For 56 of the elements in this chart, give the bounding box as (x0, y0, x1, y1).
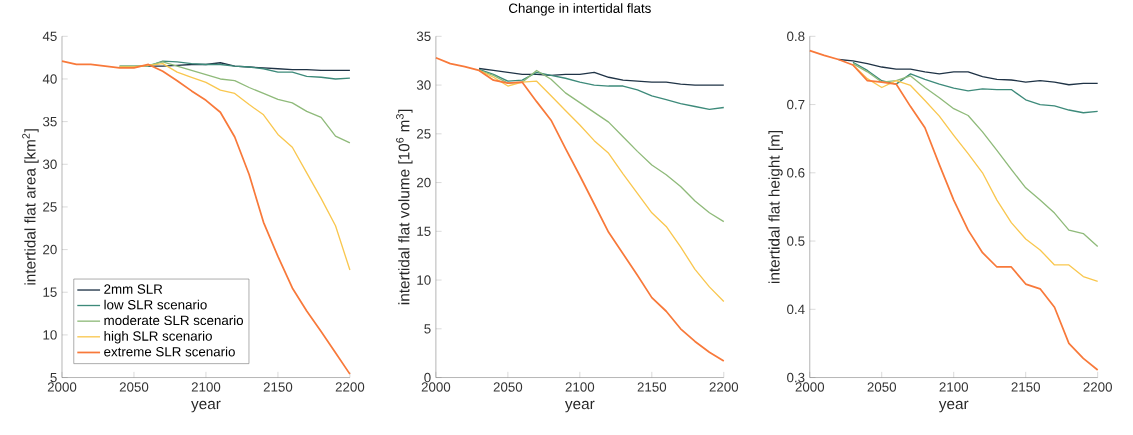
y-axis-title: intertidal flat volume [10$^{6}$ m$^{3}$] (396, 110, 413, 305)
x-tick-label: 2200 (335, 382, 365, 392)
x-tick-label: 2150 (1011, 382, 1041, 392)
y-axis-title: intertidal flat height [m] (768, 131, 783, 284)
x-tick-label: 2150 (637, 382, 667, 392)
x-tick-label: 2000 (421, 382, 451, 392)
x-tick-label: 2200 (709, 382, 739, 392)
x-axis-title: year (564, 401, 595, 413)
x-tick-label: 2000 (47, 382, 77, 392)
x-tick-label: 2000 (795, 382, 825, 392)
line-series (852, 63, 1099, 248)
x-tick-label: 2050 (119, 382, 149, 392)
y-axis-title: intertidal flat area [km$^{2}$] (22, 129, 39, 285)
x-tick-label: 2100 (939, 382, 969, 392)
x-axis-title: year (191, 401, 221, 413)
x-tick-label: 2200 (1083, 382, 1112, 392)
y-tick-label: 20 (417, 178, 431, 188)
legend-label: low SLR scenario (104, 299, 207, 310)
y-tick-label: 0.6 (787, 168, 805, 178)
x-tick-label: 2150 (263, 382, 293, 392)
y-tick-label: 0.5 (787, 236, 805, 246)
x-axis-title: year (938, 401, 969, 413)
line-series (435, 57, 725, 363)
y-tick-label: 10 (43, 330, 57, 340)
y-tick-label: 25 (43, 202, 57, 212)
y-tick-label: 45 (42, 31, 57, 42)
y-tick-label: 30 (416, 80, 431, 91)
y-tick-label: 0.3 (787, 373, 805, 383)
y-tick-label: 10 (417, 275, 431, 285)
legend-label: extreme SLR scenario (104, 346, 235, 357)
line-series (808, 50, 1099, 372)
line-series (852, 61, 1099, 114)
y-tick-label: 35 (42, 117, 57, 127)
y-tick-label: 5 (424, 324, 431, 334)
x-tick-label: 2100 (565, 382, 595, 392)
y-tick-label: 35 (416, 31, 431, 42)
legend-label: high SLR scenario (104, 331, 212, 344)
y-tick-label: 30 (42, 159, 57, 170)
y-tick-label: 15 (43, 287, 57, 298)
x-tick-label: 2050 (493, 382, 523, 392)
y-tick-label: 15 (417, 226, 431, 237)
legend-label: 2mm SLR (104, 284, 163, 295)
line-series (118, 63, 351, 271)
chart-title: Change in intertidal flats (509, 3, 651, 16)
x-tick-label: 2050 (867, 382, 897, 392)
y-tick-label: 5 (50, 373, 57, 383)
y-tick-label: 0 (424, 373, 431, 383)
line-series (478, 69, 725, 111)
y-tick-label: 0.8 (787, 31, 805, 42)
y-tick-label: 0.4 (787, 304, 805, 315)
y-tick-label: 40 (42, 74, 57, 84)
y-tick-label: 25 (417, 129, 431, 139)
y-tick-label: 20 (43, 245, 57, 255)
x-tick-label: 2100 (191, 382, 221, 392)
y-tick-label: 0.7 (787, 100, 805, 110)
legend-label: moderate SLR scenario (104, 315, 244, 326)
